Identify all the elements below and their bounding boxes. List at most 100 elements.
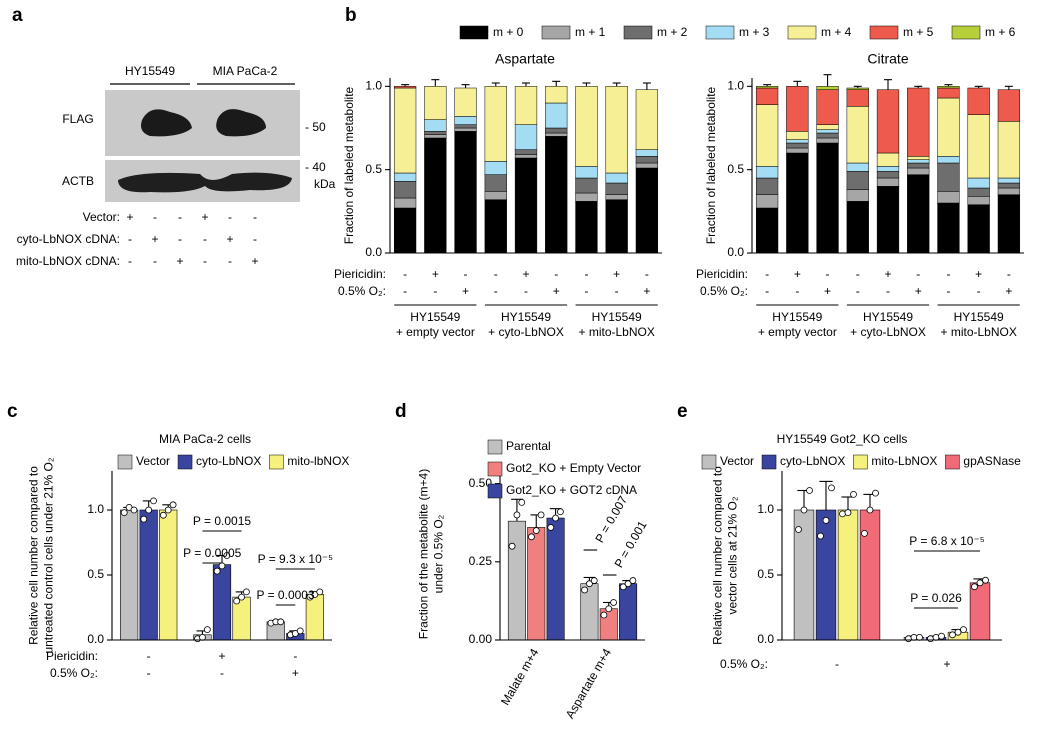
cell-line: HY15549 [125, 64, 175, 78]
band [118, 172, 292, 193]
bar-segment [876, 177, 900, 187]
data-point [590, 577, 598, 584]
group-label: HY15549 [592, 310, 642, 324]
bar [527, 527, 546, 641]
bar-segment [816, 132, 839, 139]
bar-segment [514, 157, 538, 254]
condition-sign: + [432, 267, 439, 281]
data-point [223, 552, 231, 559]
bar-segment [786, 131, 809, 140]
condition-label: Piericidin: [334, 267, 386, 281]
bar-segment [545, 86, 568, 104]
y-tick-label: 1.0 [727, 79, 744, 93]
data-point [624, 580, 632, 588]
bar-segment [514, 154, 538, 159]
legend-swatch [487, 483, 503, 499]
y-tick-label: 0.0 [727, 245, 744, 259]
condition-sign: + [553, 284, 560, 298]
condition-sign: - [584, 267, 588, 281]
condition-sign: - [403, 284, 407, 298]
bar-segment [635, 89, 659, 150]
legend-label: m + 4 [821, 25, 852, 39]
data-point [822, 517, 830, 524]
data-point [800, 506, 808, 514]
condition-sign: + [824, 284, 831, 298]
condition-sign: - [464, 267, 468, 281]
chart-title: MIA PaCa-2 cells [159, 432, 251, 446]
condition-sign: + [943, 657, 950, 671]
condition-sign: - [147, 666, 151, 680]
bar-segment [876, 89, 900, 154]
bar-segment [575, 201, 598, 254]
legend-swatch [269, 454, 284, 470]
bar-segment [755, 166, 779, 179]
data-point [203, 626, 211, 633]
bar-segment [907, 87, 930, 157]
condition-sign: + [613, 267, 620, 281]
data-point [927, 635, 934, 643]
bar-segment [786, 142, 809, 149]
condition-label: Piericidin: [696, 267, 748, 281]
sign: - [128, 254, 132, 268]
sign: - [178, 210, 182, 224]
data-point [513, 511, 521, 519]
bar-segment [605, 199, 628, 254]
bar-segment [876, 186, 900, 254]
condition-label: 0.5% O₂: [720, 657, 768, 671]
bar [969, 582, 991, 641]
bar-segment [454, 116, 477, 125]
panel-letter: d [395, 401, 407, 422]
group-label: HY15549 [410, 310, 460, 324]
condition-label: 0.5% O₂: [338, 284, 386, 298]
bar-segment [454, 124, 477, 129]
marker-unit: kDa [314, 177, 336, 191]
legend-swatch [623, 25, 653, 40]
bar-segment [816, 89, 839, 125]
band-label: FLAG [62, 112, 93, 126]
bar-segment [846, 89, 869, 107]
bar-segment [545, 132, 568, 137]
bar-segment [846, 189, 869, 202]
bar-segment [575, 166, 598, 179]
data-point [169, 501, 177, 509]
bar-segment [393, 207, 417, 254]
bar-segment [635, 162, 659, 169]
y-axis-label: untreated control cells under 21% O₂ [42, 457, 56, 653]
condition-sign: - [293, 649, 297, 663]
bar-segment [393, 172, 417, 182]
panel-letter: a [12, 5, 23, 26]
condition-sign: + [975, 267, 982, 281]
group-label: + mito-LbNOX [940, 325, 1016, 339]
bar-segment [605, 194, 628, 200]
y-axis-label: Fraction of labeled metabolite [342, 86, 356, 244]
data-point [159, 511, 167, 519]
y-tick-label: 1.0 [757, 502, 774, 516]
condition-sign: - [433, 284, 437, 298]
data-point [243, 588, 250, 596]
data-point [976, 579, 984, 587]
condition-sign: + [794, 267, 801, 281]
bar-segment [755, 104, 779, 167]
bar-segment [545, 102, 568, 129]
y-tick-label: 0.5 [727, 162, 744, 176]
bar-segment [997, 121, 1021, 179]
y-axis-label: under 0.5% O₂ [432, 514, 446, 593]
bar [507, 520, 526, 641]
bar-segment [755, 207, 779, 254]
condition-label: 0.5% O₂: [700, 284, 748, 298]
legend-swatch [869, 25, 899, 40]
legend-swatch [787, 25, 817, 40]
bar-segment [393, 87, 417, 174]
bar-segment [937, 87, 960, 99]
legend-label: Got2_KO + GOT2 cDNA [506, 483, 637, 497]
bar-segment [755, 194, 779, 209]
bar-segment [605, 86, 628, 174]
condition-sign: - [615, 284, 619, 298]
bar-segment [514, 124, 538, 150]
bar-segment [876, 152, 900, 167]
panel-letter: b [345, 5, 357, 26]
bar-segment [997, 182, 1021, 189]
condition-label: 0.5% O₂: [50, 666, 98, 680]
condition-sign: - [946, 267, 950, 281]
